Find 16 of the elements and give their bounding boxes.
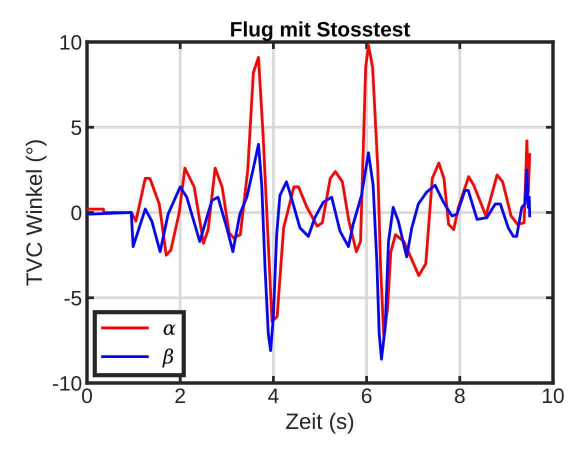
x-tick-label: 6 [362, 388, 372, 404]
y-tick-label: -10 [52, 376, 82, 391]
y-tick-label: 0 [71, 206, 82, 220]
legend-label: β [162, 348, 174, 368]
x-tick-label: 0 [82, 388, 92, 404]
y-tick-label: 10 [60, 35, 82, 50]
x-tick-label: 2 [175, 388, 185, 403]
y-tick-label: 5 [71, 120, 82, 136]
x-tick-label: 8 [454, 388, 465, 404]
y-tick-label: -5 [64, 290, 82, 306]
x-tick-label: 4 [268, 388, 279, 403]
chart-title: Flug mit Stosstest [231, 21, 410, 41]
x-tick-label: 10 [543, 388, 564, 404]
legend-label: α [164, 324, 176, 335]
y-axis-title: TVC Winkel (°) [26, 140, 46, 286]
x-axis-title: Zeit (s) [286, 412, 354, 434]
